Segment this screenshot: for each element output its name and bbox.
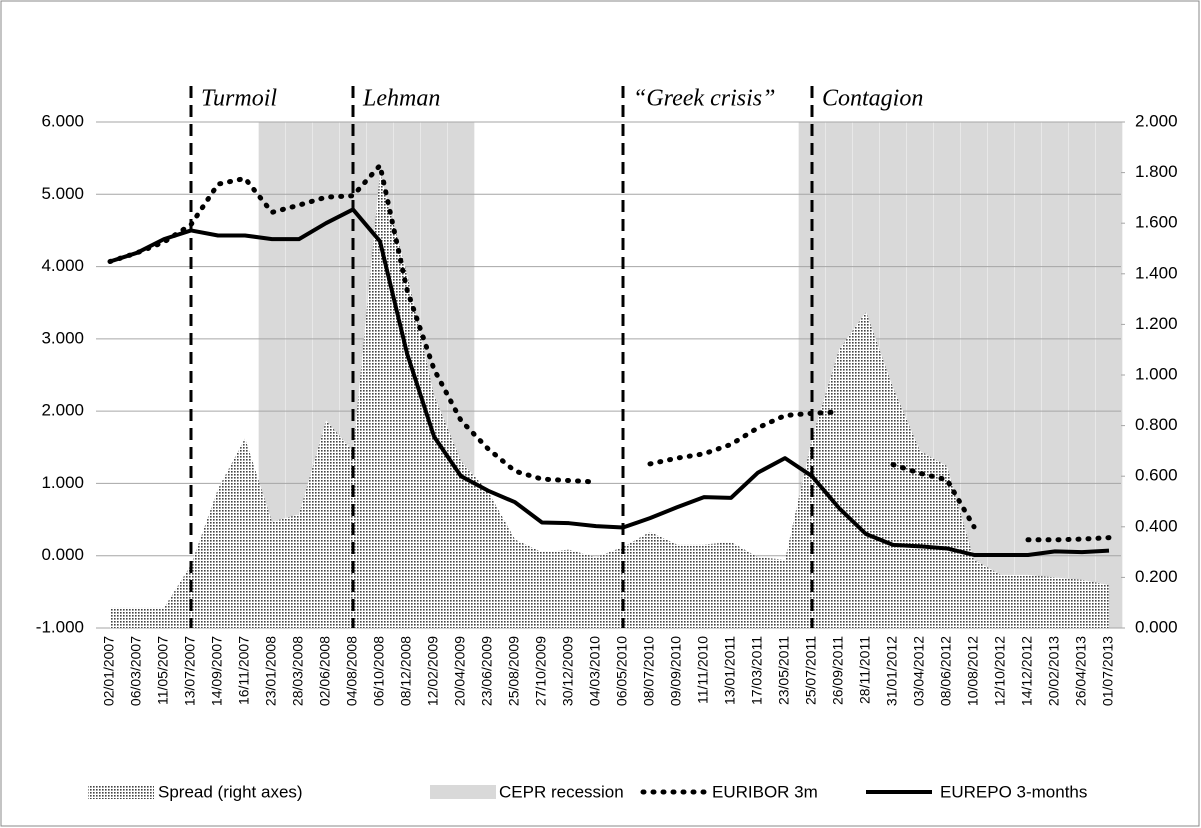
eurepo-line bbox=[109, 207, 1110, 557]
x-tick-label: 23/01/2008 bbox=[263, 636, 279, 706]
euribor-line bbox=[107, 162, 1112, 543]
x-tick-label: 06/10/2008 bbox=[371, 636, 387, 706]
x-tick-label: 08/07/2010 bbox=[641, 636, 657, 706]
x-tick-label: 10/08/2012 bbox=[965, 636, 981, 706]
y2-tick-label: 0.000 bbox=[1135, 617, 1178, 636]
recession-band bbox=[1041, 121, 1069, 629]
x-tick-label: 31/01/2012 bbox=[884, 636, 900, 706]
spread-area bbox=[110, 172, 1109, 628]
event-label: “Greek crisis” bbox=[633, 86, 775, 112]
legend-label: Spread (right axes) bbox=[158, 782, 303, 801]
x-tick-label: 27/10/2009 bbox=[533, 636, 549, 706]
x-tick-label: 03/04/2012 bbox=[911, 636, 927, 706]
x-tick-label: 08/12/2008 bbox=[398, 636, 414, 706]
x-tick-label: 06/03/2007 bbox=[128, 636, 144, 706]
y-tick-label: 0.000 bbox=[41, 545, 84, 564]
x-tick-label: 25/08/2009 bbox=[506, 636, 522, 706]
y2-tick-label: 1.000 bbox=[1135, 364, 1178, 383]
x-tick-label: 13/07/2007 bbox=[182, 636, 198, 706]
x-tick-label: 11/05/2007 bbox=[155, 636, 171, 705]
x-tick-label: 02/01/2007 bbox=[101, 636, 117, 706]
recession-band bbox=[987, 121, 1015, 629]
x-tick-label: 14/12/2012 bbox=[1019, 636, 1035, 706]
legend-label: EUREPO 3-months bbox=[940, 782, 1087, 801]
x-tick-label: 12/10/2012 bbox=[992, 636, 1008, 706]
x-tick-label: 30/12/2009 bbox=[560, 636, 576, 706]
event-label: Contagion bbox=[822, 86, 923, 112]
x-tick-label: 26/04/2013 bbox=[1073, 636, 1089, 706]
x-tick-label: 04/08/2008 bbox=[344, 636, 360, 706]
y-tick-label: 5.000 bbox=[41, 184, 84, 203]
y2-tick-label: 0.600 bbox=[1135, 466, 1178, 485]
x-tick-label: 14/09/2007 bbox=[209, 636, 225, 706]
x-tick-label: 25/07/2011 bbox=[803, 636, 819, 705]
x-tick-label: 28/11/2011 bbox=[857, 636, 873, 704]
y-tick-label: 2.000 bbox=[41, 401, 84, 420]
y2-tick-label: 1.600 bbox=[1135, 213, 1178, 232]
recession-band bbox=[1068, 121, 1096, 629]
x-tick-label: 09/09/2010 bbox=[668, 636, 684, 706]
recession-band bbox=[1014, 121, 1042, 629]
y-tick-label: 1.000 bbox=[41, 473, 84, 492]
recession-band bbox=[1095, 121, 1123, 629]
y2-tick-label: 1.200 bbox=[1135, 314, 1178, 333]
y2-tick-label: 2.000 bbox=[1135, 111, 1178, 130]
x-tick-label: 23/05/2011 bbox=[776, 636, 792, 705]
x-tick-label: 20/02/2013 bbox=[1046, 636, 1062, 706]
x-tick-label: 06/05/2010 bbox=[614, 636, 630, 706]
x-tick-label: 23/06/2009 bbox=[479, 636, 495, 706]
legend-label: CEPR recession bbox=[499, 782, 624, 801]
y2-tick-label: 1.400 bbox=[1135, 263, 1178, 282]
x-tick-label: 08/06/2012 bbox=[938, 636, 954, 706]
x-tick-label: 11/11/2010 bbox=[695, 636, 711, 704]
x-tick-label: 04/03/2010 bbox=[587, 636, 603, 706]
legend-label: EURIBOR 3m bbox=[712, 782, 818, 801]
y-tick-label: 6.000 bbox=[41, 111, 84, 130]
y2-tick-label: 0.400 bbox=[1135, 516, 1178, 535]
x-tick-label: 16/11/2007 bbox=[236, 636, 252, 705]
legend-swatch bbox=[88, 785, 154, 799]
x-tick-label: 26/09/2011 bbox=[830, 636, 846, 705]
legend-swatch bbox=[430, 785, 496, 799]
y2-tick-label: 1.800 bbox=[1135, 162, 1178, 181]
y-tick-label: -1.000 bbox=[36, 617, 84, 636]
x-tick-label: 01/07/2013 bbox=[1100, 636, 1116, 706]
y2-tick-label: 0.200 bbox=[1135, 567, 1178, 586]
y2-tick-label: 0.800 bbox=[1135, 415, 1178, 434]
y-tick-label: 3.000 bbox=[41, 328, 84, 347]
x-tick-label: 17/03/2011 bbox=[749, 636, 765, 705]
x-tick-label: 12/02/2009 bbox=[425, 636, 441, 706]
event-label: Turmoil bbox=[201, 86, 277, 112]
x-tick-label: 02/06/2008 bbox=[317, 636, 333, 706]
x-tick-label: 20/04/2009 bbox=[452, 636, 468, 706]
x-tick-label: 28/03/2008 bbox=[290, 636, 306, 706]
y-tick-label: 4.000 bbox=[41, 256, 84, 275]
event-label: Lehman bbox=[362, 86, 440, 112]
x-tick-label: 13/01/2011 bbox=[722, 636, 738, 705]
